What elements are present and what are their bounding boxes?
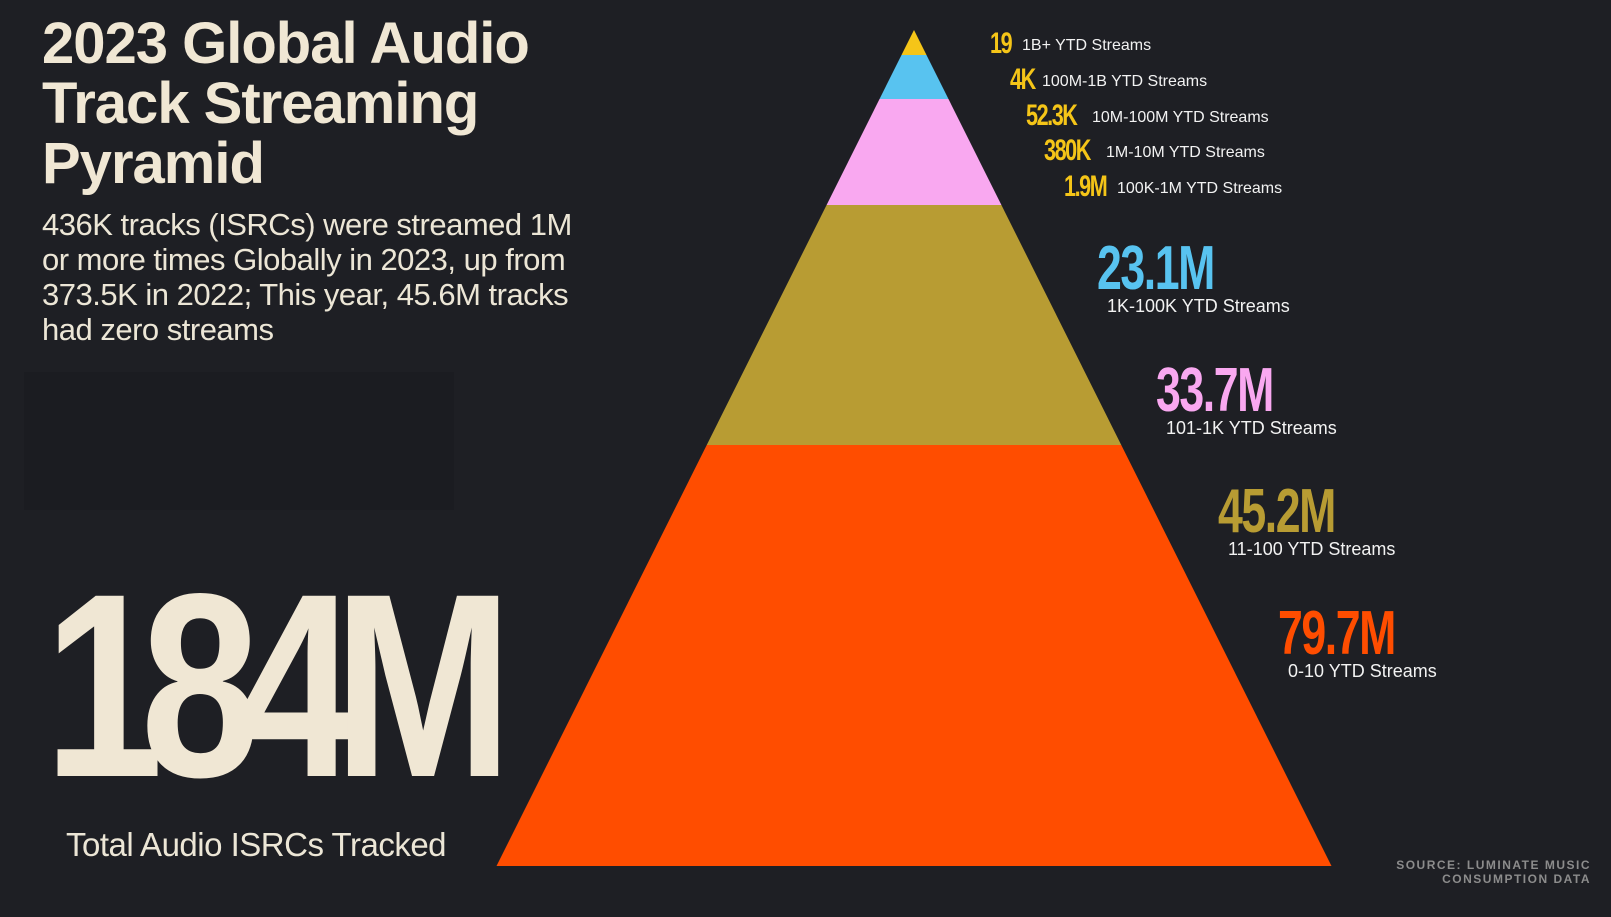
tier-value: 23.1M xyxy=(1097,234,1215,303)
tier-label-7: 33.7M 101-1K YTD Streams xyxy=(1156,360,1337,439)
pyramid-band-1b-plus xyxy=(901,30,927,55)
tier-range-label: 1B+ YTD Streams xyxy=(1022,37,1152,54)
pyramid-band-100m-1b xyxy=(879,55,949,99)
tier-value: 380K xyxy=(1044,134,1091,167)
tier-value: 45.2M xyxy=(1218,477,1336,546)
tier-value: 4K xyxy=(1010,63,1036,96)
pyramid-band-100k-100m xyxy=(826,99,1002,205)
tier-range-label: 100K-1M YTD Streams xyxy=(1117,180,1283,197)
tier-value: 52.3K xyxy=(1026,99,1078,132)
total-isrc-label: Total Audio ISRCs Tracked xyxy=(66,826,447,863)
tier-range-label: 10M-100M YTD Streams xyxy=(1092,109,1269,126)
tier-range-label: 100M-1B YTD Streams xyxy=(1042,73,1208,90)
background-panel xyxy=(24,372,454,510)
tier-range-label: 1M-10M YTD Streams xyxy=(1106,144,1265,161)
tier-range-label: 1K-100K YTD Streams xyxy=(1107,296,1290,316)
tier-range-label: 0-10 YTD Streams xyxy=(1288,661,1437,681)
tier-label-4: 380K 1M-10M YTD Streams xyxy=(1044,134,1265,168)
pyramid-band-0-100 xyxy=(496,445,1332,866)
tier-value: 79.7M xyxy=(1278,599,1396,668)
page-subtitle: 436K tracks (ISRCs) were streamed 1M or … xyxy=(42,207,572,347)
page-title: 2023 Global Audio Track Streaming Pyrami… xyxy=(42,11,530,196)
tier-label-1: 19 1B+ YTD Streams xyxy=(990,27,1151,61)
tier-label-9: 79.7M 0-10 YTD Streams xyxy=(1278,603,1440,682)
tier-range-label: 101-1K YTD Streams xyxy=(1166,418,1337,438)
total-isrc-value: 184M xyxy=(44,539,513,832)
tier-label-2: 4K 100M-1B YTD Streams xyxy=(1010,63,1207,97)
source-note: SOURCE: LUMINATE MUSIC CONSUMPTION DATA xyxy=(1396,858,1591,886)
tier-label-3: 52.3K 10M-100M YTD Streams xyxy=(1026,99,1269,133)
pyramid-band-101-100k xyxy=(706,205,1122,445)
tier-range-label: 11-100 YTD Streams xyxy=(1228,539,1396,559)
tier-label-6: 23.1M 1K-100K YTD Streams xyxy=(1097,238,1290,317)
tier-label-8: 45.2M 11-100 YTD Streams xyxy=(1218,481,1395,560)
tier-value: 33.7M xyxy=(1156,356,1274,425)
tier-value: 19 xyxy=(990,27,1013,60)
tier-value: 1.9M xyxy=(1064,170,1108,203)
tier-label-5: 1.9M 100K-1M YTD Streams xyxy=(1064,170,1282,204)
